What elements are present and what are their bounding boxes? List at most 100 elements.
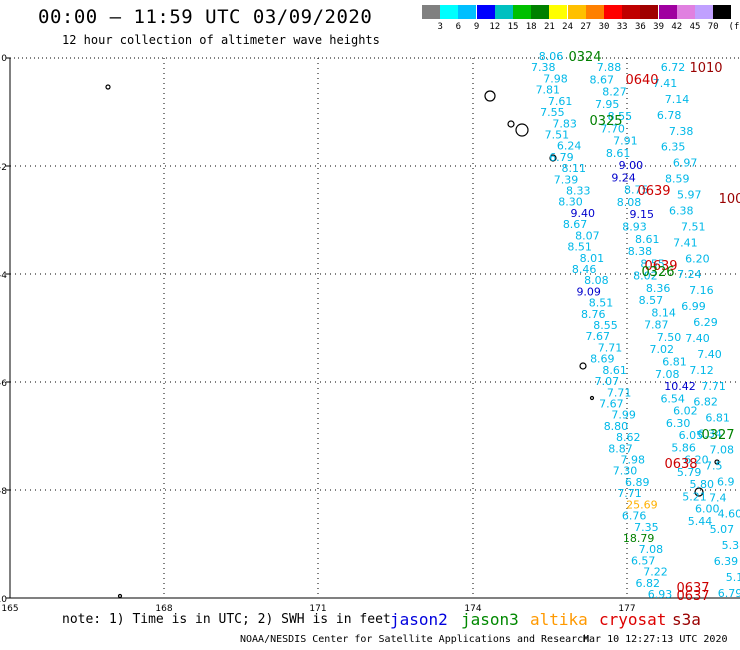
- colorbar-swatch: [422, 5, 440, 19]
- swh-value: 7.41: [653, 77, 678, 90]
- swh-value: 7.98: [621, 454, 646, 467]
- swh-value: 8.08: [617, 196, 642, 209]
- swh-value: 7.24: [677, 268, 702, 281]
- swh-value: 5.07: [710, 523, 735, 536]
- swh-value: 7.71: [607, 386, 632, 399]
- swh-value: 7.40: [697, 348, 722, 361]
- swh-value: 8.67: [589, 73, 614, 86]
- swh-value: 10.42: [664, 380, 696, 393]
- latitude-label: -10: [0, 595, 7, 605]
- swh-value: 6.24: [557, 140, 582, 153]
- colorbar-swatch: [458, 5, 477, 19]
- swh-value: 8.61: [606, 147, 631, 160]
- island: [694, 487, 704, 497]
- time-label: 0638: [664, 457, 697, 472]
- swh-value: 7.22: [643, 566, 668, 579]
- swh-value: 8.57: [639, 294, 664, 307]
- time-label: 0637: [676, 581, 709, 596]
- island: [714, 459, 720, 465]
- colorbar-tick-label: 27: [580, 22, 592, 32]
- swh-value: 6.34: [697, 428, 722, 441]
- legend-altika: altika: [530, 610, 588, 629]
- time-label: 0640: [625, 73, 658, 88]
- time-label: 0637: [676, 589, 709, 604]
- swh-value: 8.75: [624, 184, 649, 197]
- swh-value: 5.86: [671, 441, 696, 454]
- colorbar-swatch: [658, 5, 677, 19]
- swh-value: 7.81: [536, 84, 561, 97]
- swh-value: 6.97: [673, 157, 698, 170]
- swh-value: 6.02: [673, 405, 698, 418]
- colorbar-swatch: [513, 5, 531, 19]
- swh-value: 8.80: [604, 420, 629, 433]
- swh-value: 25.69: [626, 498, 658, 511]
- swh-value: 7.91: [613, 135, 638, 148]
- colorbar-swatch: [695, 5, 713, 19]
- legend-cryosat: cryosat: [599, 610, 667, 629]
- swh-value: 6.39: [714, 555, 739, 568]
- colorbar-swatch: [622, 5, 641, 19]
- swh-value: 6.29: [693, 316, 718, 329]
- swh-value: 8.62: [616, 431, 641, 444]
- footer-note: note: 1) Time is in UTC; 2) SWH is in fe…: [62, 612, 391, 627]
- swh-value: 8.51: [567, 241, 592, 254]
- swh-value: 5.97: [677, 189, 702, 202]
- swh-value: 6.57: [631, 554, 656, 567]
- island: [507, 120, 515, 128]
- swh-value: 7.51: [545, 128, 570, 141]
- island: [579, 362, 587, 370]
- swh-value: 7.99: [611, 409, 636, 422]
- credit-text: NOAA/NESDIS Center for Satellite Applica…: [240, 634, 590, 645]
- swh-value: 8.67: [563, 218, 588, 231]
- swh-value: 8.38: [628, 245, 653, 258]
- swh-value: 6.30: [666, 417, 691, 430]
- colorbar-tick-label: 42: [671, 22, 683, 32]
- swh-value: 6.00: [695, 503, 720, 516]
- swh-value: 9.00: [619, 159, 644, 172]
- swh-value: 8.14: [651, 306, 676, 319]
- time-label: 1010: [689, 61, 722, 76]
- colorbar-swatch: [567, 5, 586, 19]
- island: [484, 90, 496, 102]
- swh-value: 5.44: [688, 515, 713, 528]
- time-label: 0639: [644, 259, 677, 274]
- colorbar-swatch: [440, 5, 459, 19]
- island: [117, 593, 123, 599]
- swh-value: 7.08: [639, 543, 664, 556]
- colorbar-swatch: [713, 5, 732, 19]
- colorbar-tick-label: 15: [507, 22, 519, 32]
- swh-value: 8.33: [566, 185, 591, 198]
- legend-jason2: jason2: [390, 610, 448, 629]
- swh-value: 5.38: [722, 539, 740, 552]
- swh-value: 5.18: [726, 571, 740, 584]
- swh-value: 7.71: [617, 487, 642, 500]
- swh-value: 7.16: [689, 284, 714, 297]
- swh-value: 8.55: [640, 257, 665, 270]
- generated-timestamp: Mar 10 12:27:13 UTC 2020: [583, 634, 728, 645]
- swh-value: 6.78: [657, 109, 682, 122]
- time-label: 100: [719, 192, 740, 207]
- latitude-label: 0: [1, 54, 7, 64]
- colorbar-tick-label: 21: [543, 22, 555, 32]
- swh-value: 8.30: [558, 196, 583, 209]
- colorbar-tick-label: 18: [525, 22, 537, 32]
- swh-value: 6.54: [660, 392, 685, 405]
- swh-value: 8.08: [584, 274, 609, 287]
- swh-value: 7.12: [689, 364, 714, 377]
- swh-value: 5.21: [682, 490, 707, 503]
- time-label: 0326: [641, 265, 674, 280]
- swh-value: 5.80: [690, 478, 715, 491]
- swh-value: 8.61: [635, 233, 660, 246]
- page-title: 00:00 – 11:59 UTC 03/09/2020: [38, 6, 373, 28]
- swh-value: 6.35: [661, 141, 686, 154]
- swh-value: 7.70: [600, 122, 625, 135]
- swh-value: 7.83: [552, 117, 577, 130]
- legend-s3a: s3a: [672, 610, 701, 629]
- time-label: 0639: [637, 184, 670, 199]
- time-label: 0325: [589, 114, 622, 129]
- swh-value: 7.51: [681, 220, 706, 233]
- latitude-label: -2: [0, 163, 7, 173]
- swh-value: 7.55: [540, 106, 565, 119]
- latitude-label: -4: [0, 271, 7, 281]
